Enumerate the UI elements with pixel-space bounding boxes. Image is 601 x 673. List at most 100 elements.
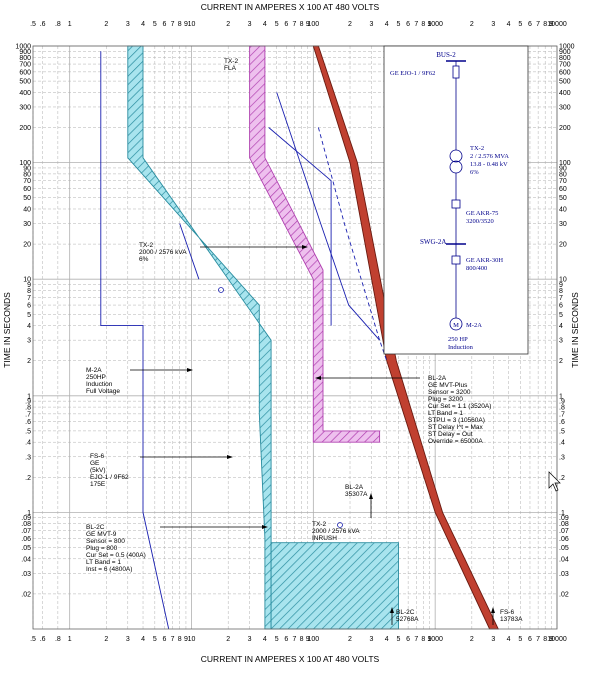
transformer-primary [449,149,463,163]
x-tick-bottom-22: 2 [348,636,352,643]
oneline-fuse: GE EJO-1 / 9F62 [390,70,435,77]
x-tick-top-33: 4 [507,21,511,28]
y-tick-right-7: 300 [559,104,571,111]
y-tick-left-16: 30 [23,221,31,228]
x-tick-bottom-26: 6 [406,636,410,643]
y-tick-left-7: 300 [19,104,31,111]
label-tx2-fla-1: TX-2 [224,58,238,65]
x-tick-bottom-18: 7 [293,636,297,643]
x-tick-top-8: 6 [163,21,167,28]
x-tick-top-37: 8 [543,21,547,28]
label-fs6-3: (5kV) [90,467,106,474]
curve-ge_akr_30h [268,127,332,326]
y-tick-left-13: 60 [23,186,31,193]
oneline-swgr: SWG-2A [420,238,446,246]
y-tick-right-44: .02 [559,591,569,598]
x-tick-top-2: .8 [55,21,61,28]
label-bl2c-4: Plug = 800 [86,545,118,552]
y-tick-left-2: 800 [19,55,31,62]
label-fs6-1: FS-6 [90,453,104,460]
y-tick-right-14: 50 [559,195,567,202]
label-bl2c-7: Inst = 6 (4800A) [86,566,132,573]
label-bl2a-9: ST Delay = Out [428,431,473,438]
x-tick-bottom-35: 6 [528,636,532,643]
label-bl2c-1: BL-2C [86,524,105,531]
y-tick-right-28: .9 [559,399,565,406]
x-tick-bottom-38: 9 [549,636,553,643]
y-tick-left-3: 700 [19,62,31,69]
oneline-brk2-name: GE AKR-30H [466,257,503,264]
y-tick-right-15: 40 [559,206,567,213]
x-tick-top-9: 7 [171,21,175,28]
y-tick-left-1: 900 [19,49,31,56]
y-tick-left-43: .03 [21,571,31,578]
label-tx2-inrush-3: INRUSH [312,535,337,542]
y-tick-left-24: 4 [27,323,31,330]
y-tick-left-11: 80 [23,171,31,178]
y-tick-right-33: .4 [559,440,565,447]
oneline-motor: M-2A [466,322,482,329]
label-bl2a-sc-2: 35307A [345,491,368,498]
y-tick-left-4: 600 [19,69,31,76]
y-tick-left-42: .04 [21,556,31,563]
motor-symbol [449,317,463,331]
y-tick-left-10: 90 [23,165,31,172]
y-tick-right-40: .06 [559,536,569,543]
annotation-arrowheads [187,245,495,613]
oneline-brk1-name: GE AKR-75 [466,210,498,217]
y-tick-left-36: .1 [25,510,31,517]
x-tick-top-14: 3 [248,21,252,28]
x-tick-top-5: 3 [126,21,130,28]
y-tick-left-38: .08 [21,521,31,528]
y-tick-left-6: 400 [19,90,31,97]
y-tick-right-5: 500 [559,79,571,86]
label-bl2a-4: Plug = 3200 [428,396,463,403]
x-tick-top-28: 8 [421,21,425,28]
y-tick-right-24: 4 [559,323,563,330]
y-tick-right-39: .07 [559,528,569,535]
label-tx2-ansi-2: 2000 / 2576 kVA [139,249,187,256]
x-tick-bottom-11: 9 [184,636,188,643]
x-tick-bottom-16: 5 [275,636,279,643]
y-tick-left-18: 10 [23,277,31,284]
x-tick-top-35: 6 [528,21,532,28]
label-bl2c-2: GE MVT-9 [86,531,117,538]
y-tick-left-19: 9 [27,282,31,289]
y-tick-right-4: 600 [559,69,571,76]
x-tick-bottom-6: 4 [141,636,145,643]
label-tx2-fla-2: FLA [224,65,237,72]
arrowhead-bl2a-sc [369,493,373,499]
x-tick-top-32: 3 [491,21,495,28]
band-bl2a [249,45,381,443]
arrowhead-tx2-ansi [302,245,308,249]
oneline-tx-rating: 2 / 2.576 MVA [470,153,509,160]
y-tick-right-19: 9 [559,282,563,289]
y-tick-left-5: 500 [19,79,31,86]
label-bl2c-3: Sensor = 800 [86,538,125,545]
x-tick-bottom-15: 4 [263,636,267,643]
x-tick-top-36: 7 [536,21,540,28]
y-tick-left-40: .06 [21,536,31,543]
x-tick-top-20: 9 [306,21,310,28]
y-tick-left-32: .5 [25,428,31,435]
label-bl2c-6: LT Band = 1 [86,559,121,566]
y-tick-right-10: 90 [559,165,567,172]
y-tick-right-41: .05 [559,545,569,552]
label-bl2c-sc-2: 52768A [396,616,419,623]
label-m2a-3: Induction [86,381,113,388]
y-tick-right-3: 700 [559,62,571,69]
label-fs6-sc-2: 13783A [500,616,523,623]
y-tick-left-23: 5 [27,312,31,319]
x-tick-top-1: .6 [40,21,46,28]
x-tick-top-24: 4 [385,21,389,28]
y-tick-left-27: 1 [27,393,31,400]
y-tick-left-14: 50 [23,195,31,202]
y-tick-left-44: .02 [21,591,31,598]
label-bl2c-sc-1: BL-2C [396,609,415,616]
x-tick-bottom-37: 8 [543,636,547,643]
series-layer [100,45,500,630]
curve-tx2_ansi [179,223,200,280]
label-bl2a-sc-1: BL-2A [345,484,364,491]
y-tick-left-17: 20 [23,242,31,249]
